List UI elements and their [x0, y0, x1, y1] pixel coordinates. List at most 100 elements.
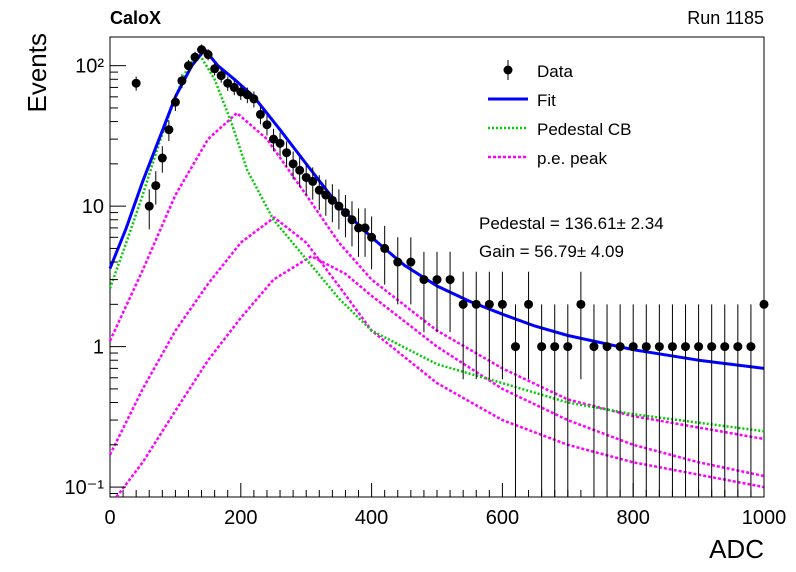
data-point — [164, 120, 174, 142]
data-marker — [321, 190, 331, 200]
header-label: CaloX — [110, 8, 161, 28]
x-tick-label: 0 — [104, 507, 115, 529]
data-point — [255, 105, 265, 125]
data-marker — [255, 109, 265, 119]
data-marker — [288, 159, 298, 169]
y-tick-label: 10² — [75, 56, 104, 78]
data-marker — [282, 148, 292, 158]
data-point — [249, 91, 259, 108]
data-point — [445, 251, 455, 333]
data-marker — [589, 342, 599, 352]
data-marker — [615, 342, 625, 352]
data-point — [733, 304, 743, 497]
data-marker — [471, 299, 481, 309]
data-point — [537, 304, 547, 497]
data-point — [510, 304, 520, 497]
data-point — [190, 51, 200, 64]
data-point — [177, 74, 187, 89]
legend: Data Fit Pedestal CB p.e. peak — [488, 60, 632, 168]
data-marker — [295, 165, 305, 175]
data-point — [602, 304, 612, 497]
data-point — [301, 163, 311, 196]
data-marker — [563, 342, 573, 352]
data-point — [497, 271, 507, 380]
y-axis-label: Events — [22, 33, 52, 113]
data-point — [210, 62, 220, 76]
data-point — [157, 146, 167, 173]
data-marker — [242, 90, 252, 100]
data-point — [295, 157, 305, 187]
data-marker — [340, 208, 350, 218]
data-point — [340, 195, 350, 238]
data-point — [151, 171, 161, 205]
data-marker — [484, 299, 494, 309]
y-tick-label: 10⁻¹ — [65, 477, 105, 499]
pe-peak-curve-3 — [115, 254, 765, 498]
data-point — [144, 189, 154, 230]
data-point — [282, 141, 292, 167]
data-marker — [537, 342, 547, 352]
data-marker — [203, 50, 213, 60]
data-point — [275, 132, 285, 157]
data-point — [347, 201, 357, 247]
data-point — [641, 304, 651, 497]
data-marker — [406, 257, 416, 267]
data-marker — [275, 138, 285, 148]
x-tick-label: 400 — [355, 507, 388, 529]
run-label: Run 1185 — [687, 8, 764, 28]
data-marker — [759, 299, 769, 309]
data-marker — [458, 299, 468, 309]
data-marker — [367, 232, 377, 242]
data-marker — [667, 342, 677, 352]
data-point — [406, 237, 416, 305]
data-point — [308, 167, 318, 200]
data-marker — [249, 94, 259, 104]
legend-pedestal-label: Pedestal CB — [537, 120, 632, 139]
data-point — [367, 216, 377, 270]
x-axis-label: ADC — [709, 534, 764, 564]
x-tick-label: 200 — [224, 507, 257, 529]
data-marker — [380, 243, 390, 253]
data-point — [654, 304, 664, 497]
data-point — [327, 184, 337, 223]
data-point — [667, 304, 677, 497]
data-marker — [170, 97, 180, 107]
data-point — [759, 271, 769, 380]
x-tick-label: 1000 — [742, 507, 787, 529]
data-point — [707, 304, 717, 497]
data-point — [432, 251, 442, 333]
legend-data-marker — [503, 65, 513, 75]
data-marker — [746, 342, 756, 352]
pedestal-curve — [108, 53, 765, 433]
data-point — [550, 304, 560, 497]
data-point — [484, 271, 494, 380]
x-tick-label: 600 — [486, 507, 519, 529]
data-point — [131, 76, 141, 91]
axis-layer: 0 200 400 600 800 1000 10⁻¹ 1 10 10² — [65, 56, 787, 529]
data-marker — [524, 299, 534, 309]
data-point — [170, 94, 180, 111]
data-marker — [681, 342, 691, 352]
gain-annotation: Gain = 56.79± 4.09 — [479, 242, 624, 261]
data-point — [628, 304, 638, 497]
data-point — [360, 208, 370, 257]
data-point — [269, 128, 278, 152]
data-marker — [733, 342, 743, 352]
data-marker — [694, 342, 704, 352]
data-point — [380, 225, 390, 285]
data-point — [471, 271, 481, 380]
data-marker — [164, 125, 174, 135]
data-marker — [229, 82, 239, 92]
data-marker — [707, 342, 717, 352]
data-marker — [510, 342, 520, 352]
data-marker — [445, 275, 455, 285]
data-marker — [497, 299, 507, 309]
data-marker — [269, 134, 278, 144]
data-marker — [334, 201, 344, 211]
data-marker — [360, 223, 370, 233]
data-point — [216, 69, 226, 83]
data-marker — [262, 120, 272, 130]
data-marker — [602, 342, 612, 352]
data-marker — [720, 342, 730, 352]
data-marker — [301, 172, 311, 182]
